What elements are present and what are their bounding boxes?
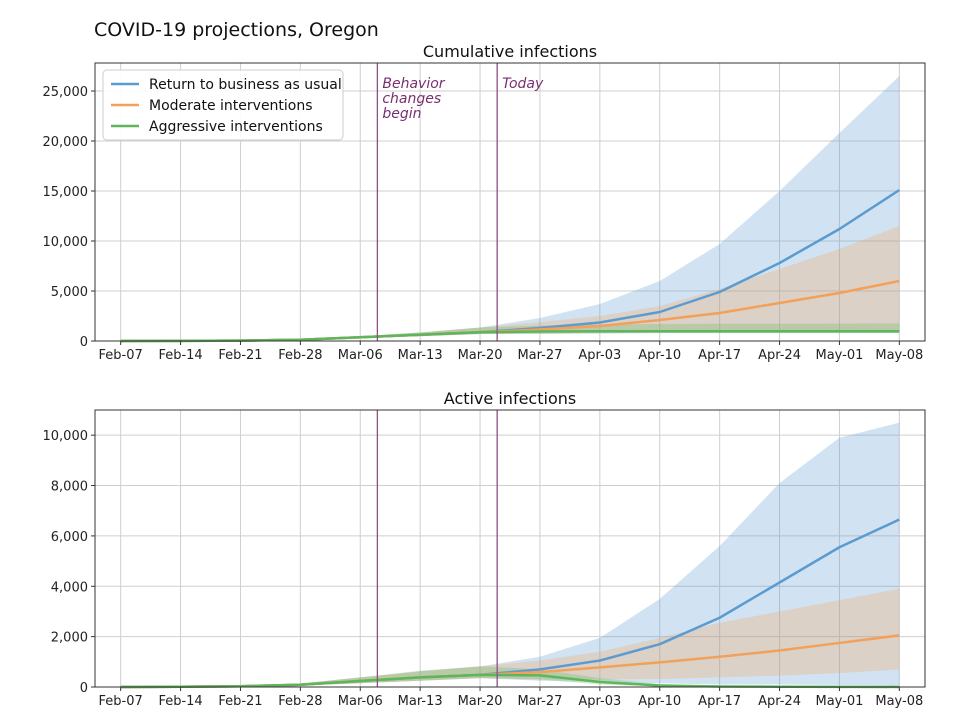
x-tick-label: Apr-10 [638, 694, 681, 709]
x-tick-label: Mar-06 [338, 694, 383, 709]
x-tick-label: Feb-21 [218, 694, 262, 709]
x-tick-label: Apr-10 [638, 348, 681, 363]
x-tick-label: Mar-27 [517, 348, 562, 363]
aggressive-interventions-line [120, 330, 900, 343]
x-tick-label: Mar-20 [458, 694, 503, 709]
y-tick-label: 0 [80, 335, 88, 350]
figure-title: COVID-19 projections, Oregon [94, 19, 379, 41]
y-tick-label: 15,000 [43, 185, 89, 200]
x-tick-label: Apr-03 [578, 694, 621, 709]
active-infections-chart: Feb-07 Feb-14 Feb-21 Feb-28 Mar-06 Mar-13 Mar-… [43, 389, 926, 709]
moderate-interventions-band [120, 226, 900, 341]
annotation-label-changes: changes [382, 91, 441, 107]
y-tick-label: 8,000 [51, 480, 88, 495]
x-tick-label: Mar-06 [338, 348, 383, 363]
x-tick-label: Mar-20 [458, 348, 503, 363]
x-tick-label: Mar-13 [398, 348, 443, 363]
x-tick-label: May-08 [875, 348, 923, 363]
series-lines [120, 188, 901, 343]
x-tick-label: Feb-28 [278, 694, 322, 709]
y-tick-label: 25,000 [43, 85, 89, 100]
x-tick-label: Mar-13 [398, 694, 443, 709]
x-tick-label: Feb-07 [99, 348, 143, 363]
x-tick-label: Feb-07 [99, 694, 143, 709]
x-tick-label: Feb-21 [218, 348, 262, 363]
grid [95, 63, 925, 342]
chart-title: Active infections [444, 389, 576, 408]
annotation-label-today: Today [502, 76, 544, 92]
x-tick-label: Feb-14 [158, 348, 202, 363]
x-tick-label: Feb-28 [278, 348, 322, 363]
y-tick-label: 6,000 [51, 530, 88, 545]
annotation-label-begin: begin [382, 106, 421, 122]
legend: Return to business as usual Moderate inte… [102, 69, 344, 141]
x-tick-label: Apr-03 [578, 348, 621, 363]
y-tick-label: 4,000 [51, 580, 88, 595]
x-tick-label: Mar-27 [517, 694, 562, 709]
y-tick-label: 10,000 [43, 235, 89, 250]
y-tick-label: 20,000 [43, 135, 89, 150]
legend-entry-aggressive-interventions: Aggressive interventions [149, 119, 323, 135]
aggressive-interventions-band [120, 666, 900, 687]
legend-entry-return-to-business-as-usual: Return to business as usual [149, 77, 342, 93]
legend-entry-moderate-interventions: Moderate interventions [149, 98, 313, 114]
y-tick-label: 2,000 [51, 631, 88, 646]
x-tick-label: Apr-17 [698, 694, 741, 709]
x-tick-label: May-01 [815, 694, 863, 709]
y-tick-label: 5,000 [51, 285, 88, 300]
moderate-interventions-band [120, 588, 900, 687]
chart-title: Cumulative infections [423, 42, 597, 61]
plot-frame [94, 409, 926, 688]
x-tick-label: Apr-17 [698, 348, 741, 363]
return-to-business-as-usual-band [120, 422, 900, 687]
x-tick-label: Feb-14 [158, 694, 202, 709]
x-tick-label: May-08 [875, 694, 923, 709]
x-tick-label: May-01 [815, 348, 863, 363]
y-tick-label: 10,000 [43, 429, 89, 444]
x-tick-label: Apr-24 [758, 694, 801, 709]
return-to-business-as-usual-band [120, 76, 900, 341]
x-tick-label: Apr-24 [758, 348, 801, 363]
confidence-bands [120, 422, 900, 687]
y-tick-label: 0 [80, 681, 88, 696]
legend-box [102, 69, 344, 141]
annotation-label-behavior: Behavior [382, 76, 445, 92]
plot-frame [94, 62, 926, 342]
